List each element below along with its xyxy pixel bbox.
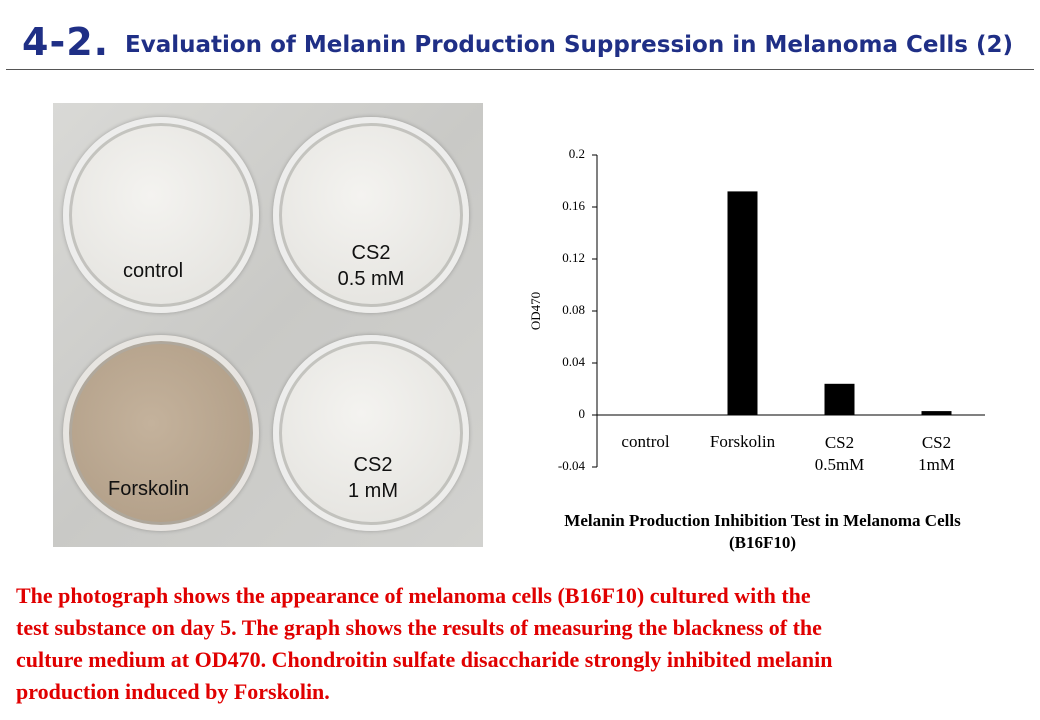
- x-tick-label: control: [621, 432, 670, 451]
- bar: [921, 411, 952, 415]
- y-axis-title: OD470: [528, 292, 543, 330]
- well: [273, 117, 469, 313]
- y-tick-label: 0.2: [569, 146, 585, 161]
- well: [63, 117, 259, 313]
- y-tick-label: 0: [579, 406, 586, 421]
- description-line: culture medium at OD470. Chondroitin sul…: [16, 647, 833, 672]
- x-tick-label: CS2 1mM: [918, 433, 955, 474]
- y-tick-label: 0.16: [562, 198, 585, 213]
- slide-title: Evaluation of Melanin Production Suppres…: [125, 32, 1013, 58]
- description: The photograph shows the appearance of m…: [16, 580, 833, 708]
- well: [273, 335, 469, 531]
- well-label: Forskolin: [108, 478, 190, 500]
- bar: [824, 383, 855, 415]
- well-label: control: [123, 260, 184, 282]
- well-label: CS2 1 mM: [348, 454, 398, 502]
- chart-title: Melanin Production Inhibition Test in Me…: [564, 511, 961, 552]
- bar: [727, 191, 758, 415]
- culture-plate-photo: control CS2 0.5 mM Forskolin CS2 1 mM: [53, 103, 483, 547]
- y-tick-label: -0.04: [558, 458, 586, 473]
- y-tick-label: 0.12: [562, 250, 585, 265]
- x-tick-label: CS2 0.5mM: [814, 433, 865, 474]
- header-rule: [6, 69, 1034, 70]
- well-label: CS2 0.5 mM: [337, 242, 405, 290]
- y-tick-label: 0.08: [562, 302, 585, 317]
- y-tick-label: 0.04: [562, 354, 585, 369]
- section-number: 4-2.: [22, 20, 110, 64]
- well: [63, 335, 259, 531]
- description-line: test substance on day 5. The graph shows…: [16, 615, 822, 640]
- description-line: production induced by Forskolin.: [16, 679, 330, 704]
- description-line: The photograph shows the appearance of m…: [16, 583, 811, 608]
- x-tick-label: Forskolin: [709, 432, 776, 451]
